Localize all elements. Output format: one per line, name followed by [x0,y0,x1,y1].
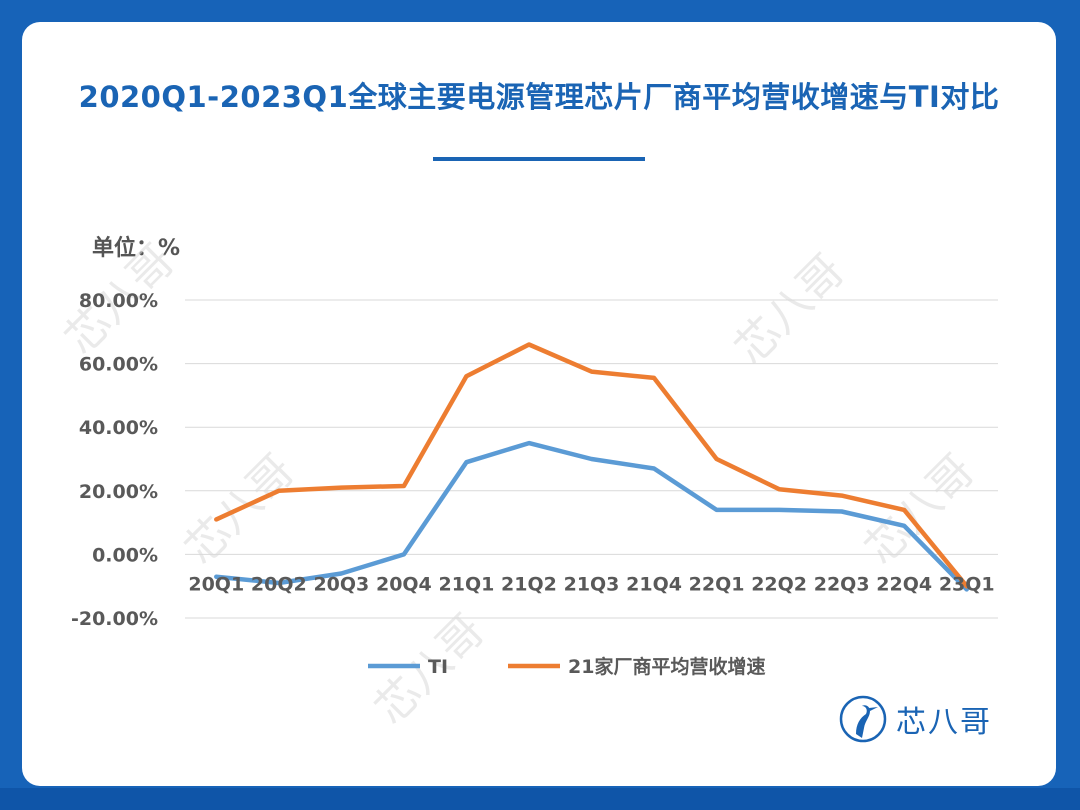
watermark-3: 芯八哥 [855,445,984,574]
chart-card: 2020Q1-2023Q1全球主要电源管理芯片厂商平均营收增速与TI对比 单位：… [22,22,1056,786]
x-tick-label: 21Q2 [501,573,557,595]
brand-name: 芯八哥 [896,705,992,740]
y-tick-label: 60.00% [79,354,158,376]
y-tick-label: -20.00% [71,608,158,630]
x-tick-label: 21Q3 [564,573,620,595]
x-tick-label: 20Q4 [376,573,432,595]
x-tick-label: 20Q2 [251,573,307,595]
chart-title: 2020Q1-2023Q1全球主要电源管理芯片厂商平均营收增速与TI对比 [78,80,1000,114]
brand-logo: 芯八哥 [838,694,992,744]
background-stripe [0,788,1080,810]
series-line-1 [214,342,969,589]
x-tick-label: 22Q2 [751,573,807,595]
unit-label: 单位：% [92,236,181,261]
y-tick-label: 40.00% [79,417,158,439]
y-tick-label: 0.00% [92,544,158,566]
series-lines [214,342,969,592]
legend-label-0: TI [428,656,448,678]
series-line-0 [214,440,969,592]
heron-logo-icon [839,695,887,743]
legend: TI 21家厂商平均营收增速 [368,655,765,678]
x-tick-label: 21Q1 [439,573,495,595]
y-tick-label: 80.00% [79,290,158,312]
y-tick-label: 20.00% [79,481,158,503]
x-tick-label: 23Q1 [939,573,995,595]
x-tick-label: 21Q4 [626,573,682,595]
watermark-2: 芯八哥 [725,245,854,374]
title-underline [433,157,645,161]
x-tick-label: 22Q4 [876,573,932,595]
x-tick-label: 20Q3 [313,573,369,595]
x-tick-label: 20Q1 [188,573,244,595]
x-tick-label: 22Q3 [814,573,870,595]
y-axis-ticks: 80.00% 60.00% 40.00% 20.00% 0.00% -20.00% [71,290,158,630]
legend-label-1: 21家厂商平均营收增速 [568,655,765,678]
x-tick-label: 22Q1 [689,573,745,595]
x-axis-ticks: 20Q1 20Q2 20Q3 20Q4 21Q1 21Q2 21Q3 21Q4 22Q1 22Q2… [188,573,994,595]
